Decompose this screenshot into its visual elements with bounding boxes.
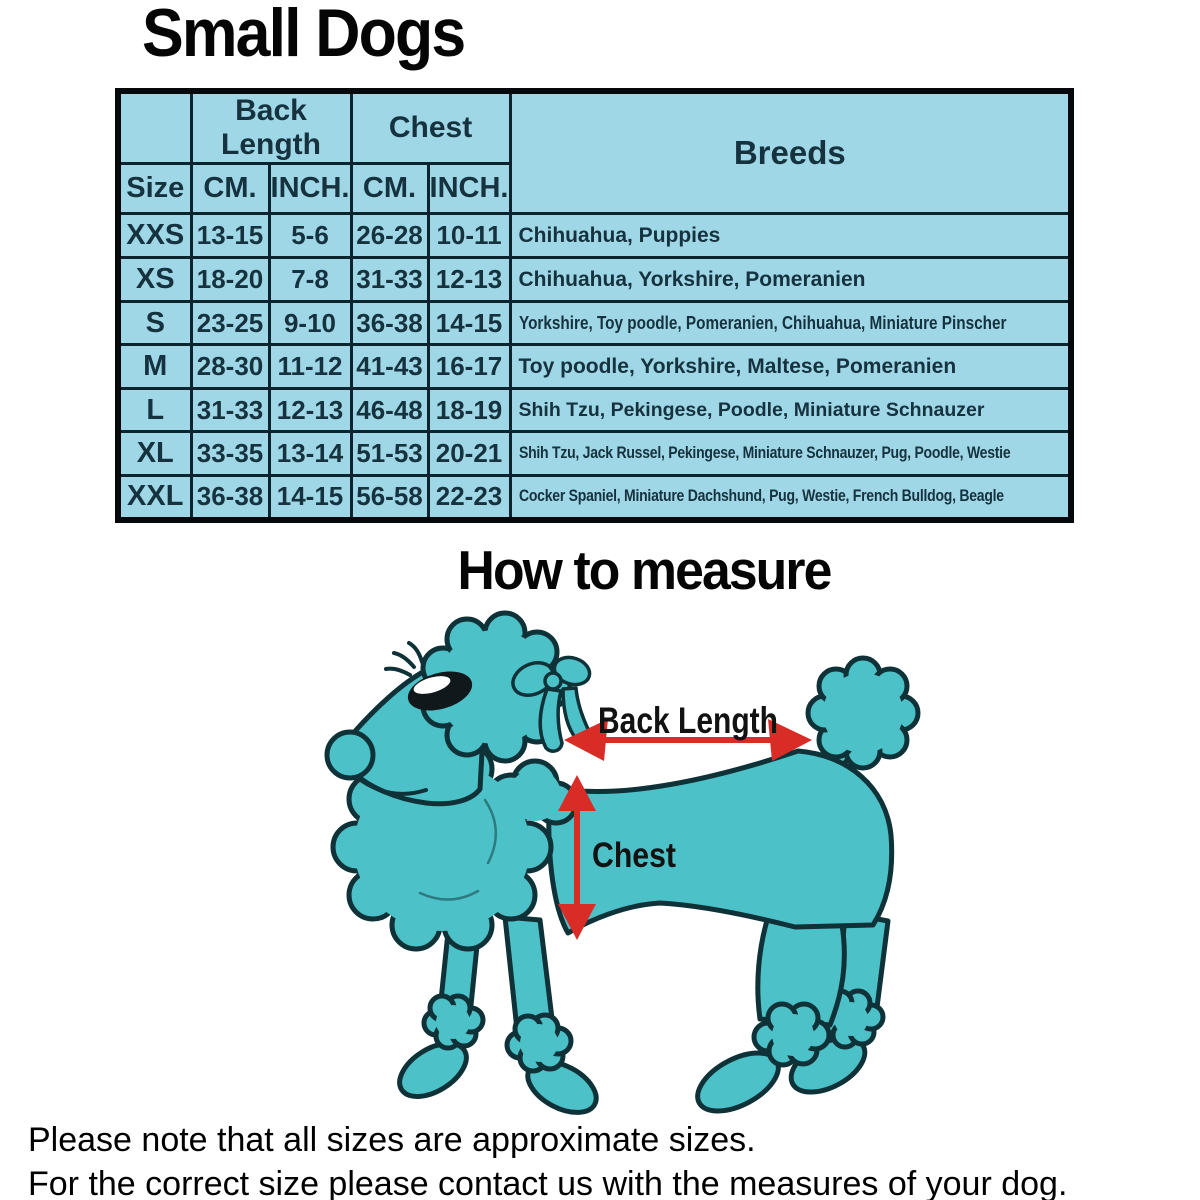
size-value: XL [116,430,193,477]
back-cm-value: 36-38 [189,474,271,521]
chest-inch-value: 10-11 [426,212,512,259]
chest-inch-value: 18-19 [426,387,512,433]
poodle-svg: Back Length Chest [324,610,921,1115]
back-length-label: Back Length [598,700,778,741]
corner-cell [116,89,193,165]
note-line: For the correct size please contact us w… [28,1165,1068,1200]
hair-bow [511,655,592,753]
breeds-value: Yorkshire, Toy poodle, Pomeranien, Chihu… [508,300,1073,346]
breeds-value: Chihuahua, Puppies [508,212,1073,259]
chest-inch-value: 12-13 [426,256,512,303]
chest-arrow [558,775,596,940]
poodle-eye [384,641,473,711]
group-header-row: Back Length Chest Breeds [116,89,1073,215]
breeds-value: Shih Tzu, Pekingese, Poodle, Miniature S… [508,387,1073,433]
breeds-value: Cocker Spaniel, Miniature Dachshund, Pug… [508,474,1073,521]
chest-cm-header: CM. [349,162,430,215]
back-length-arrow [564,719,812,761]
front-near-leg-cuff [504,1012,574,1074]
back-cm-value: 31-33 [189,387,271,433]
chest-inch-header: INCH. [426,162,512,215]
size-chart-table: Back Length Chest Breeds Size CM. INCH. … [115,88,1075,523]
chest-cm-value: 41-43 [349,343,430,390]
table-row: XL 33-35 13-14 51-53 20-21 Shih Tzu, Jac… [116,430,1073,477]
size-header: Size [116,162,193,215]
chest-inch-value: 14-15 [426,300,512,346]
back-cm-value: 23-25 [189,300,271,346]
how-to-measure-heading: How to measure [457,539,832,601]
front-far-leg-cuff [421,993,486,1051]
chest-cm-value: 46-48 [349,387,430,433]
sub-header-row: Size CM. INCH. CM. INCH. [116,162,1071,215]
poodle-tail [805,655,921,783]
back-cm-value: 28-30 [189,343,271,390]
chest-inch-value: 22-23 [426,474,512,521]
back-inch-value: 9-10 [267,300,353,346]
poodle-nose [324,729,376,781]
chest-header: Chest [349,89,512,165]
back-cm-header: CM. [189,162,271,215]
table-row: XXL 36-38 14-15 56-58 22-23 Cocker Spani… [116,474,1073,521]
back-inch-value: 14-15 [267,474,353,521]
table-row: XS 18-20 7-8 31-33 12-13 Chihuahua, York… [116,256,1073,303]
back-length-header: Back Length [189,89,353,165]
poodle-mouth [360,779,428,796]
chest-cm-value: 51-53 [349,430,430,477]
breeds-value: Toy poodle, Yorkshire, Maltese, Pomerani… [508,343,1073,390]
chest-inch-value: 20-21 [426,430,512,477]
rear-near-leg [695,914,847,1114]
size-value: M [116,343,193,390]
front-near-leg [502,914,599,1115]
size-value: XXS [116,212,193,259]
poodle-illustration: Back Length Chest [300,595,940,1125]
back-inch-value: 12-13 [267,387,353,433]
back-cm-value: 33-35 [189,430,271,477]
size-value: L [116,387,193,433]
back-cm-value: 13-15 [189,212,271,259]
neck-ruff [330,742,579,952]
back-inch-value: 5-6 [267,212,353,259]
chest-cm-value: 56-58 [349,474,430,521]
breeds-value: Shih Tzu, Jack Russel, Pekingese, Miniat… [508,430,1073,477]
back-cm-value: 18-20 [189,256,271,303]
table-row: XXS 13-15 5-6 26-28 10-11 Chihuahua, Pup… [116,212,1073,259]
page-title: Small Dogs [142,0,466,71]
table-row: S 23-25 9-10 36-38 14-15 Yorkshire, Toy … [116,300,1073,346]
tail-pom [805,655,921,771]
chest-inch-value: 16-17 [426,343,512,390]
chest-cm-value: 31-33 [349,256,430,303]
table-row: L 31-33 12-13 46-48 18-19 Shih Tzu, Peki… [116,387,1073,433]
back-inch-value: 7-8 [267,256,353,303]
chest-cm-value: 36-38 [349,300,430,346]
poodle-body [546,748,895,936]
breeds-value: Chihuahua, Yorkshire, Pomeranien [508,256,1073,303]
size-value: XXL [116,474,193,521]
size-value: XS [116,256,193,303]
chest-label: Chest [592,836,676,875]
back-inch-value: 13-14 [267,430,353,477]
back-inch-value: 11-12 [267,343,353,390]
note-line: Please note that all sizes are approxima… [28,1121,756,1159]
footer-notes: Please note that all sizes are approxima… [28,1118,1067,1200]
chest-cm-value: 26-28 [349,212,430,259]
back-inch-header: INCH. [267,162,353,215]
breeds-header: Breeds [508,89,1073,215]
table-row: M 28-30 11-12 41-43 16-17 Toy poodle, Yo… [116,343,1073,390]
size-value: S [116,300,193,346]
rear-near-leg-cuff [751,1001,832,1068]
